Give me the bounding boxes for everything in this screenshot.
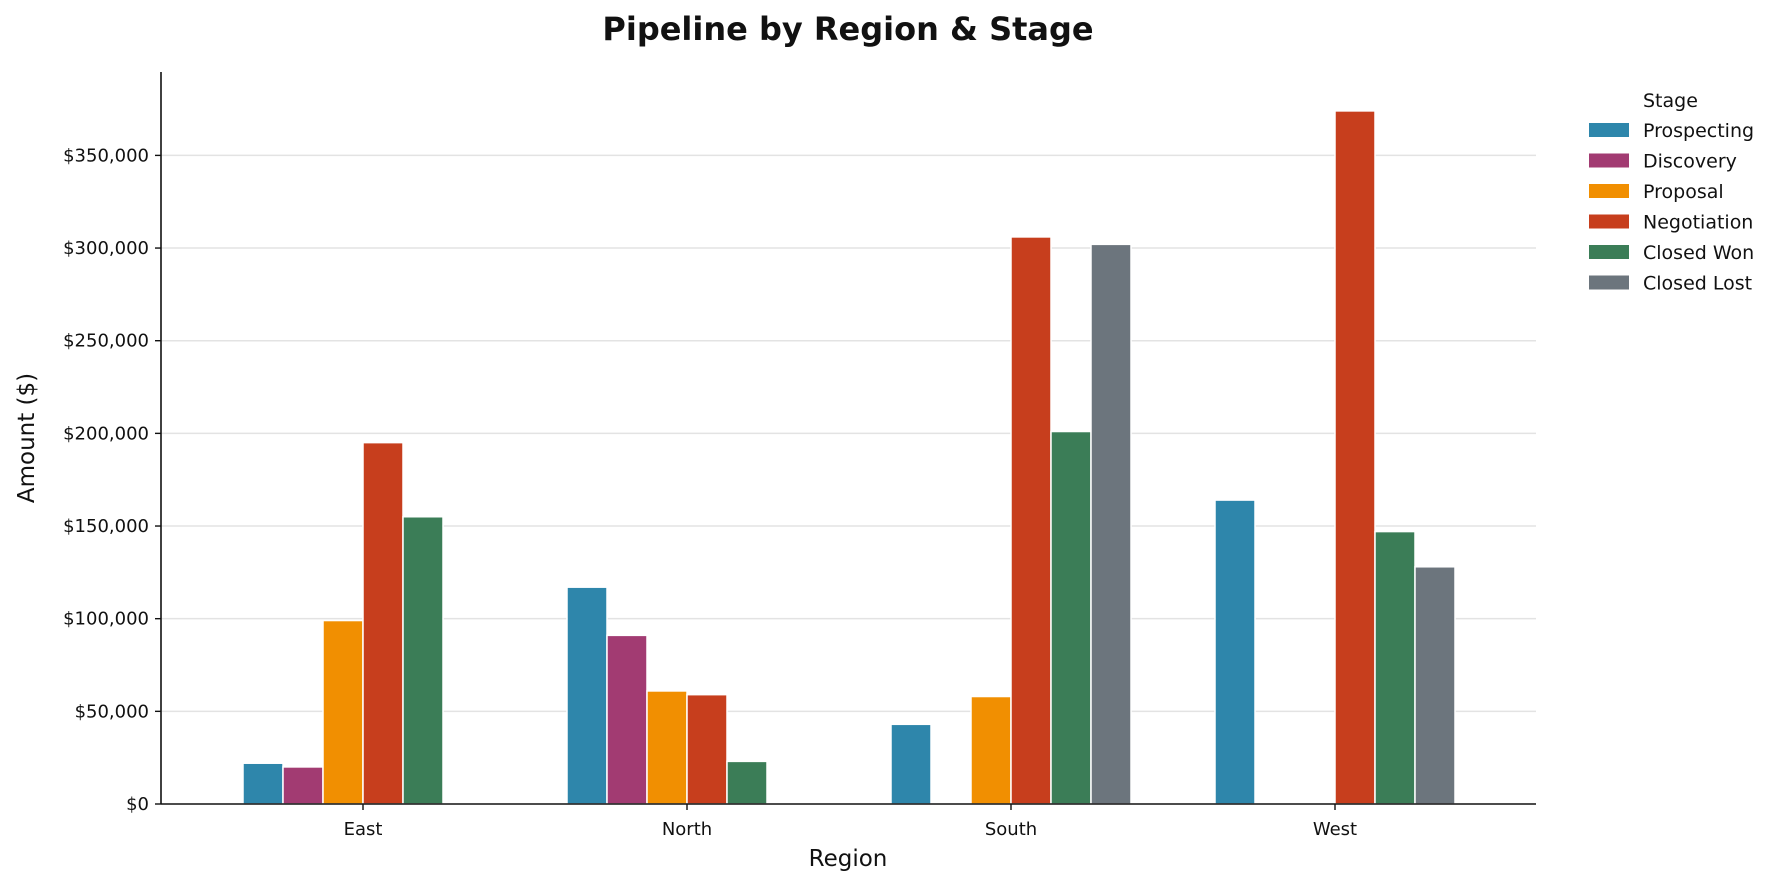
legend-label: Proposal — [1643, 181, 1724, 203]
bar-east-negotiation — [362, 441, 404, 805]
x-tick-label: East — [344, 819, 383, 840]
y-tick-label: $300,000 — [63, 238, 149, 259]
bar-south-negotiation — [1010, 236, 1052, 805]
y-tick-label: $100,000 — [63, 609, 149, 630]
legend-swatch — [1589, 184, 1629, 198]
y-tick-label: $350,000 — [63, 145, 149, 166]
bars — [242, 110, 1456, 805]
y-tick-label: $250,000 — [63, 331, 149, 352]
bar-east-discovery — [282, 766, 324, 805]
y-tick-label: $200,000 — [63, 423, 149, 444]
bar-south-closed-won — [1050, 430, 1092, 805]
bar-west-closed-lost — [1414, 566, 1456, 805]
legend-label: Negotiation — [1643, 212, 1753, 234]
y-tick-label: $150,000 — [63, 516, 149, 537]
legend-title: Stage — [1643, 90, 1698, 112]
legend-label: Discovery — [1643, 151, 1737, 173]
bar-north-prospecting — [566, 586, 608, 805]
bar-north-discovery — [606, 634, 648, 805]
bar-north-proposal — [646, 690, 688, 805]
legend-swatch — [1589, 123, 1629, 137]
y-tick-label: $0 — [126, 794, 149, 815]
legend-swatch — [1589, 153, 1629, 168]
legend-swatch — [1589, 214, 1629, 229]
x-axis-ticks: East North South West — [344, 804, 1357, 840]
bar-south-closed-lost — [1090, 243, 1132, 805]
legend: Stage Prospecting Discovery Proposal Negoti… — [1589, 90, 1754, 295]
y-axis-label: Amount ($) — [14, 373, 40, 503]
bar-west-closed-won — [1374, 530, 1416, 805]
legend-label: Prospecting — [1643, 120, 1754, 142]
bar-west-prospecting — [1214, 499, 1256, 805]
y-tick-label: $50,000 — [75, 701, 149, 722]
axes — [160, 72, 1536, 805]
bar-east-closed-won — [402, 516, 444, 805]
bar-west-negotiation — [1334, 110, 1376, 805]
bar-south-proposal — [970, 695, 1012, 805]
bar-east-prospecting — [242, 762, 284, 805]
x-axis-label: Region — [809, 846, 888, 872]
legend-swatch — [1589, 245, 1629, 259]
legend-swatch — [1589, 275, 1629, 290]
x-tick-label: West — [1313, 819, 1357, 840]
chart-title: Pipeline by Region & Stage — [602, 10, 1093, 48]
x-tick-label: North — [662, 819, 712, 840]
y-axis-ticks: $0 $50,000 $100,000 $150,000 $200,000 $250,00… — [63, 145, 161, 815]
bar-north-negotiation — [686, 693, 728, 805]
legend-label: Closed Lost — [1643, 273, 1752, 295]
bar-north-closed-won — [726, 760, 768, 805]
x-tick-label: South — [985, 819, 1037, 840]
bar-east-proposal — [322, 619, 364, 805]
bar-south-prospecting — [890, 723, 932, 805]
legend-label: Closed Won — [1643, 242, 1754, 264]
